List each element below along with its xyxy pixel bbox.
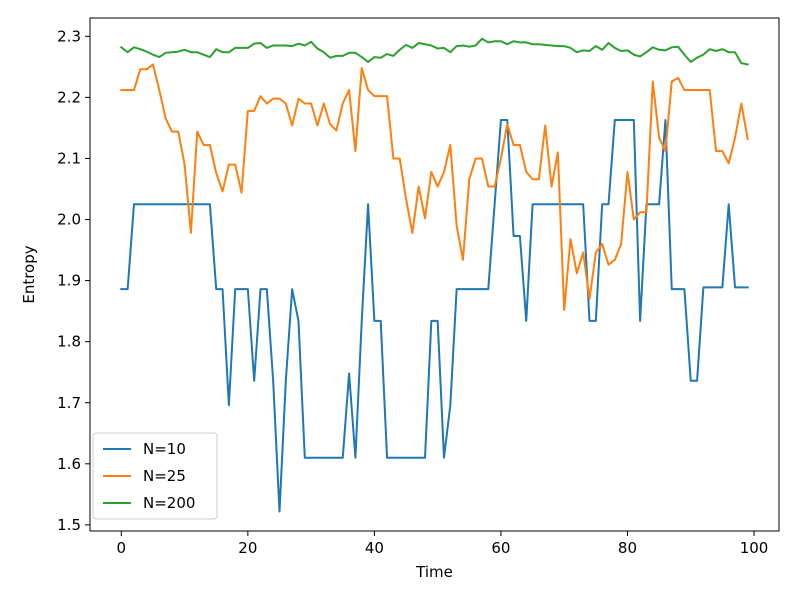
y-tick-label: 1.8 xyxy=(57,333,81,351)
y-tick-label: 2.2 xyxy=(57,88,81,106)
y-tick-label: 1.7 xyxy=(57,394,81,412)
x-axis-label: Time xyxy=(415,563,453,581)
y-tick-label: 1.5 xyxy=(57,516,81,534)
y-tick-label: 2.0 xyxy=(57,211,81,229)
plot-frame xyxy=(89,17,780,532)
x-axis-ticks: 0 20 40 60 80 100 xyxy=(117,531,769,557)
x-tick-label: 0 xyxy=(117,539,127,557)
series-line-0 xyxy=(120,118,749,513)
legend-label-2: N=200 xyxy=(143,494,195,512)
y-tick-label: 1.9 xyxy=(57,272,81,290)
legend-label-0: N=10 xyxy=(143,440,186,458)
y-axis-ticks: 1.5 1.6 1.7 1.8 1.9 2.0 2.1 2.2 2.3 xyxy=(57,27,90,534)
x-tick-label: 60 xyxy=(491,539,510,557)
legend: N=10 N=25 N=200 xyxy=(92,432,218,520)
x-tick-label: 80 xyxy=(618,539,637,557)
y-tick-label: 2.1 xyxy=(57,149,81,167)
x-tick-label: 100 xyxy=(740,539,769,557)
x-tick-label: 20 xyxy=(238,539,257,557)
x-tick-label: 40 xyxy=(365,539,384,557)
legend-label-1: N=25 xyxy=(143,467,186,485)
series-line-1 xyxy=(120,63,749,311)
y-tick-label: 2.3 xyxy=(57,27,81,45)
legend-box xyxy=(92,432,218,520)
y-axis-label: Entropy xyxy=(20,245,38,303)
y-tick-label: 1.6 xyxy=(57,455,81,473)
series-line-2 xyxy=(119,37,749,66)
series-layer xyxy=(119,37,749,513)
